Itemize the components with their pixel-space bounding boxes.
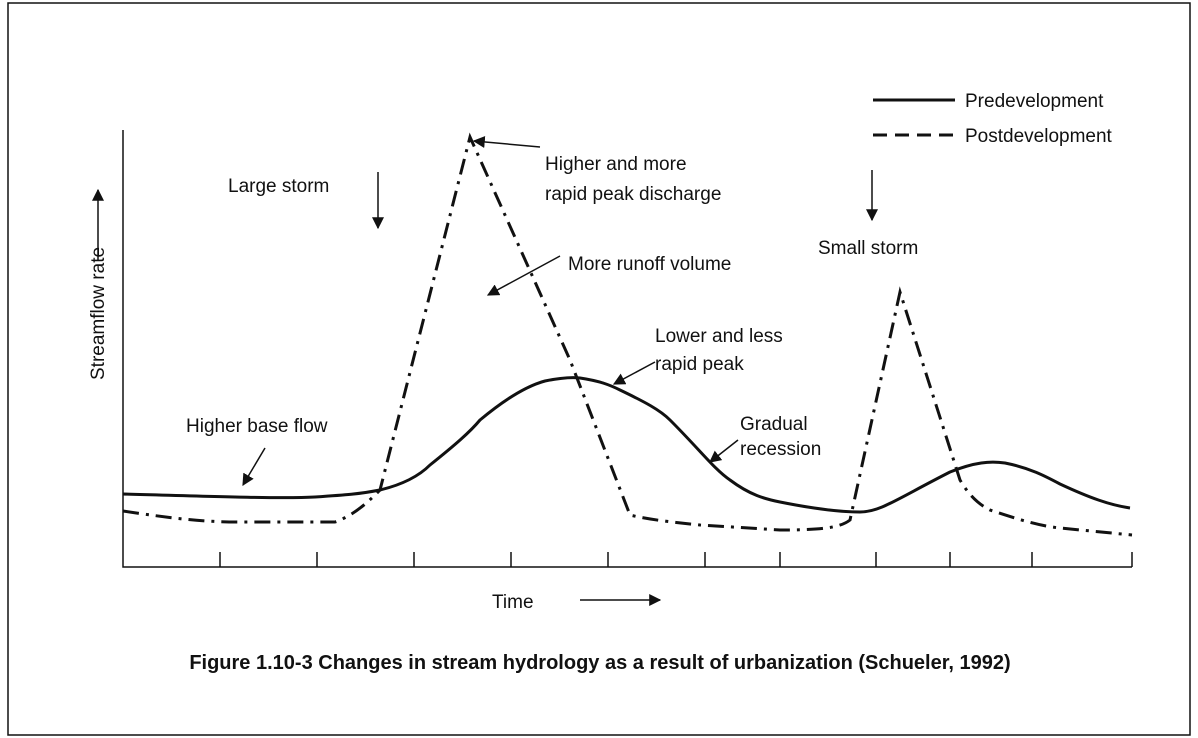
frame (7, 2, 1191, 736)
annotation-arrow (709, 439, 739, 463)
y-axis-label: Streamflow rate (88, 247, 109, 380)
annotation: Large storm (228, 176, 329, 197)
annotation: More runoff volume (568, 254, 731, 275)
axes (122, 130, 1132, 568)
annotation: Small storm (818, 238, 918, 259)
annotation: Lower and less rapid peak (655, 326, 783, 375)
predevelopment-curve (122, 376, 1131, 514)
annotation: Higher and more rapid peak discharge (545, 154, 721, 205)
legend-label: Postdevelopment (965, 126, 1113, 147)
annotation-arrow (612, 361, 656, 385)
x-axis-label: Time (492, 592, 534, 613)
caption: Figure 1.10-3 Changes in stream hydrolog… (189, 652, 1010, 674)
annotation-arrow (486, 255, 561, 296)
annotation: Gradual recession (740, 414, 821, 460)
postdevelopment-curve (122, 132, 1133, 537)
tick-marks (219, 552, 1133, 567)
annotation-arrow (472, 136, 541, 148)
annotation-arrow (242, 447, 266, 487)
legend-label: Predevelopment (965, 91, 1104, 112)
annotation: Higher base flow (186, 416, 328, 437)
